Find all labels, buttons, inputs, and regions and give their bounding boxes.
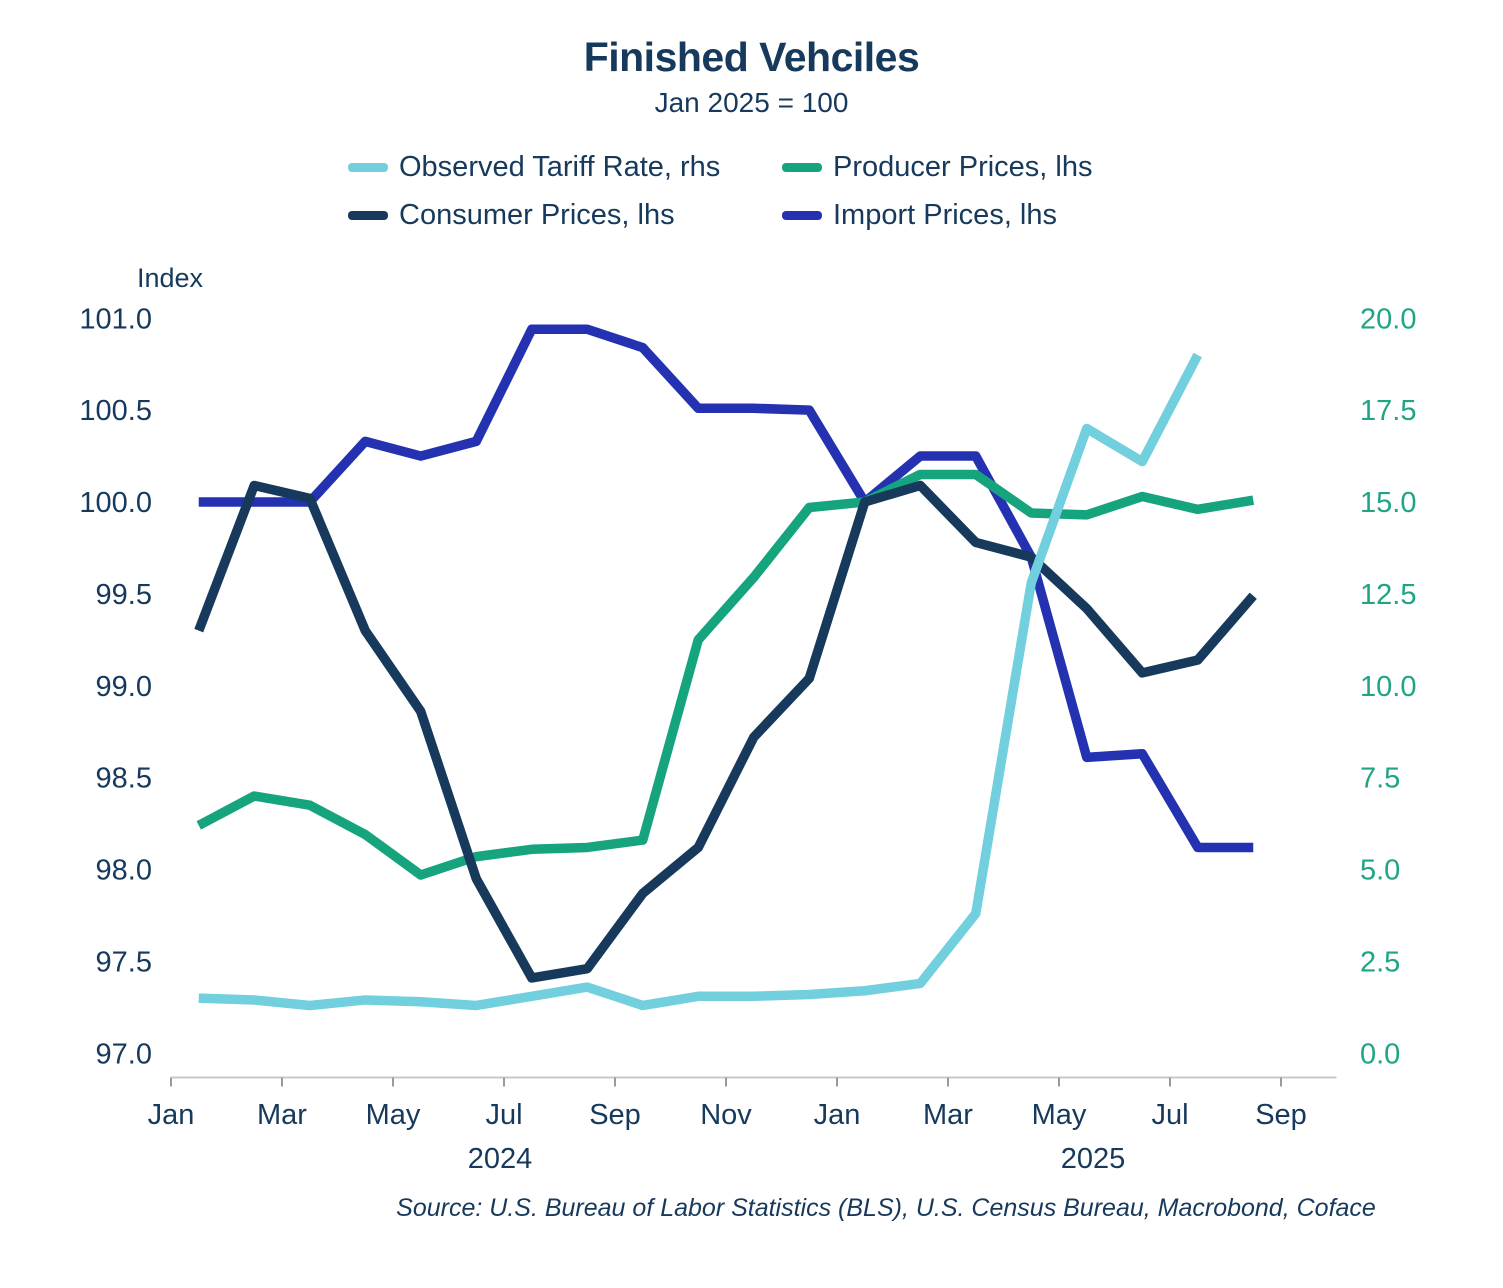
producer-line-swatch-icon [782,163,822,172]
left-axis-tick-label: 100.0 [79,487,152,519]
left-axis-tick-label: 98.0 [96,855,152,887]
x-axis-tick-label: May [1032,1099,1087,1131]
x-axis-tick-label: Jul [485,1099,522,1131]
import-line-swatch-icon [782,211,822,220]
page-title: Finished Vehciles [583,34,920,80]
series-line-producer-prices-lhs [196,469,1255,880]
x-axis-tick-label: Nov [700,1099,752,1131]
x-axis-year-label: 2024 [468,1143,533,1175]
consumer-line-swatch-icon [348,211,388,220]
x-axis-tick-label: Jan [814,1099,861,1131]
x-axis-tick-label: Jan [148,1099,195,1131]
x-axis-tick-label: May [366,1099,421,1131]
right-axis-tick-label: 10.0 [1360,671,1416,703]
legend-label: Import Prices, lhs [833,199,1057,231]
left-axis-tick-label: 98.5 [96,763,152,795]
source-attribution: Source: U.S. Bureau of Labor Statistics … [396,1194,1376,1222]
x-axis-tick-label: Mar [257,1099,307,1131]
right-axis-tick-label: 17.5 [1360,395,1416,427]
tariff-line-swatch-icon [348,163,388,172]
left-axis-tick-label: 97.5 [96,946,152,978]
right-axis-tick-label: 5.0 [1360,855,1400,887]
right-axis-tick-label: 0.0 [1360,1038,1400,1070]
left-axis-tick-label: 99.5 [96,579,152,611]
right-axis-tick-label: 12.5 [1360,579,1416,611]
legend-label: Producer Prices, lhs [833,151,1093,183]
left-axis-tick-label: 100.5 [79,395,152,427]
x-axis-year-label: 2025 [1061,1143,1126,1175]
right-axis-tick-label: 7.5 [1360,763,1400,795]
legend-label: Observed Tariff Rate, rhs [399,151,721,183]
legend-item-import-prices: Import Prices, lhs [782,199,1057,232]
page-subtitle: Jan 2025 = 100 [654,87,849,118]
right-axis-tick-label: 20.0 [1360,303,1416,335]
left-axis-tick-label: 97.0 [96,1038,152,1070]
left-axis-tick-label: 99.0 [96,671,152,703]
left-axis-tick-label: 101.0 [79,303,152,335]
left-axis-title: Index [137,263,204,293]
right-axis-tick-label: 2.5 [1360,946,1400,978]
x-axis-tick-label: Jul [1151,1099,1188,1131]
legend-item-observed-tariff-rate: Observed Tariff Rate, rhs [348,151,720,184]
right-axis-tick-label: 15.0 [1360,487,1416,519]
x-axis-tick-label: Sep [1255,1099,1307,1131]
legend-item-producer-prices: Producer Prices, lhs [782,151,1093,184]
series-line-import-prices-lhs [198,324,1254,853]
legend-label: Consumer Prices, lhs [399,199,675,231]
series-line-observed-tariff-rate-rhs [198,352,1202,1011]
series-line-consumer-prices-lhs [194,480,1257,983]
x-axis-tick-label: Sep [589,1099,641,1131]
x-axis-tick-label: Mar [923,1099,973,1131]
legend-item-consumer-prices: Consumer Prices, lhs [348,199,675,232]
